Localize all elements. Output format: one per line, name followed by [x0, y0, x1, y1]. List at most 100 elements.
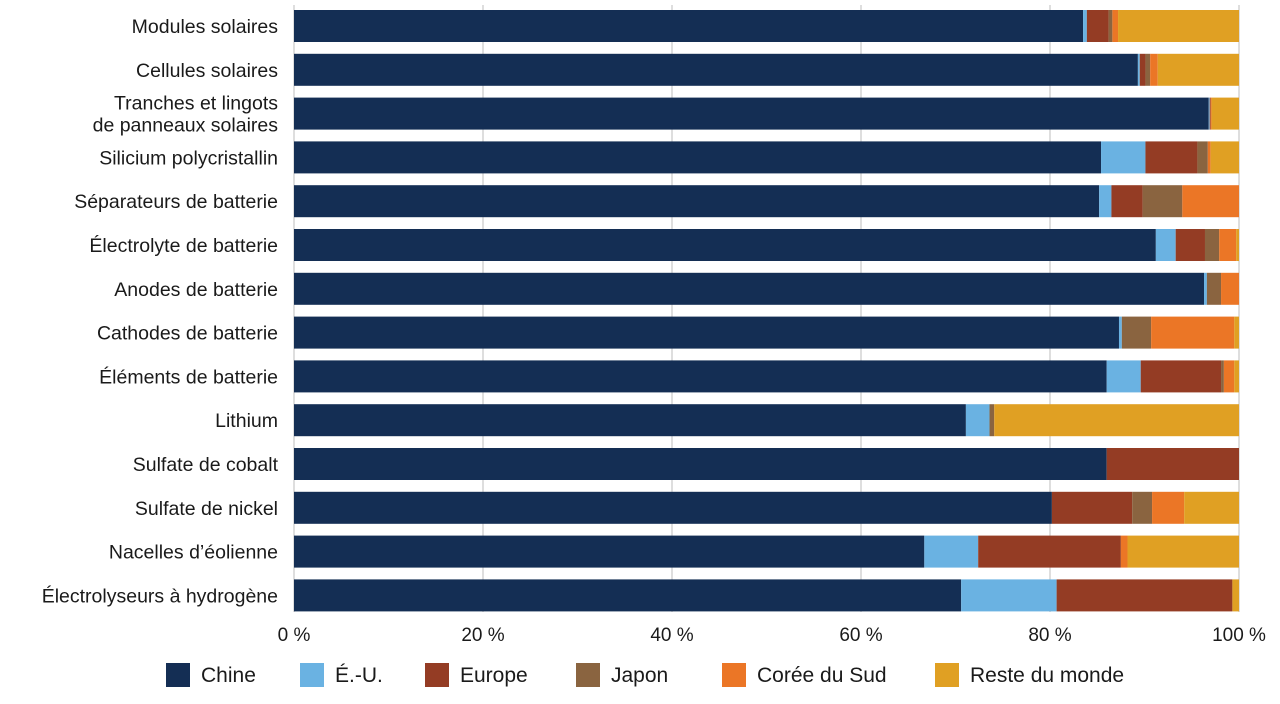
legend-swatch — [425, 663, 449, 687]
bar-segment — [1132, 491, 1153, 524]
legend: Chine É.-U. Europe Japon Corée du Sud Reste d… — [166, 663, 1124, 687]
x-tick-label: 60 % — [839, 625, 882, 646]
bar-segment — [1101, 141, 1146, 174]
category-labels: Modules solaires Cellules solaires Tranche… — [42, 16, 279, 607]
category-label: Séparateurs de batterie — [74, 191, 278, 213]
legend-swatch — [576, 663, 600, 687]
legend-swatch — [300, 663, 324, 687]
category-label: Silicium polycristallin — [99, 147, 278, 169]
legend-label: Corée du Sud — [757, 664, 887, 687]
bar-segment — [1151, 316, 1235, 349]
bar-segment — [1221, 272, 1239, 305]
bar-segment — [1234, 360, 1239, 393]
bar-segment — [1204, 272, 1207, 305]
x-tick-label: 100 % — [1212, 625, 1266, 646]
bar-segment — [1232, 579, 1239, 612]
x-tick-label: 40 % — [650, 625, 693, 646]
category-label: Lithium — [215, 410, 278, 432]
bar-segment — [1127, 535, 1239, 568]
bars — [294, 10, 1239, 612]
bar-segment — [1099, 185, 1112, 218]
legend-label: Chine — [201, 664, 256, 687]
category-label: Cathodes de batterie — [97, 323, 278, 345]
bar-segment — [1121, 316, 1152, 349]
category-label: Tranches et lingots — [114, 93, 278, 115]
bar-segment — [294, 10, 1084, 42]
bar-segment — [1108, 10, 1113, 42]
bar-segment — [1219, 229, 1237, 261]
bar-segment — [1051, 491, 1133, 524]
bar-segment — [961, 579, 1057, 612]
bar-segment — [989, 404, 995, 437]
bar-segment — [1211, 97, 1239, 130]
bar-segment — [1111, 185, 1143, 218]
bar-segment — [1207, 141, 1211, 174]
bar-segment — [1175, 229, 1205, 261]
bar-segment — [294, 360, 1107, 393]
bar-segment — [1140, 360, 1222, 393]
category-label: Électrolyte de batterie — [89, 234, 278, 257]
bar-segment — [294, 404, 966, 437]
bar-segment — [1083, 10, 1087, 42]
bar-segment — [294, 141, 1102, 174]
category-label: Éléments de batterie — [99, 365, 278, 388]
bar-segment — [294, 448, 1107, 480]
legend-swatch — [935, 663, 959, 687]
legend-swatch — [166, 663, 190, 687]
bar-segment — [1208, 97, 1210, 130]
bar-segment — [1204, 229, 1220, 261]
bar-segment — [978, 535, 1121, 568]
bar-segment — [1120, 535, 1128, 568]
legend-label: É.-U. — [335, 664, 383, 687]
bar-segment — [1112, 10, 1119, 42]
bar-segment — [294, 535, 925, 568]
bar-segment — [1234, 316, 1239, 349]
bar-segment — [1182, 185, 1239, 218]
bar-segment — [1210, 141, 1239, 174]
category-label: Électrolyseurs à hydrogène — [42, 584, 278, 607]
bar-segment — [1106, 360, 1141, 393]
bar-segment — [1056, 579, 1233, 612]
category-label: Sulfate de cobalt — [133, 454, 279, 476]
category-label: Nacelles d’éolienne — [109, 542, 278, 564]
bar-segment — [1155, 229, 1176, 261]
bar-segment — [1139, 53, 1146, 86]
x-tick-label: 0 % — [278, 625, 311, 646]
bar-segment — [1152, 491, 1185, 524]
bar-segment — [1145, 141, 1198, 174]
x-axis-tick-labels: 0 % 20 % 40 % 60 % 80 % 100 % — [278, 625, 1266, 646]
bar-segment — [294, 316, 1119, 349]
bar-segment — [294, 491, 1052, 524]
category-label: de panneaux solaires — [93, 115, 279, 137]
bar-segment — [1209, 97, 1211, 130]
bar-segment — [294, 185, 1100, 218]
bar-segment — [1206, 272, 1222, 305]
bar-segment — [1210, 97, 1212, 130]
bar-segment — [994, 404, 1239, 437]
bar-segment — [924, 535, 979, 568]
legend-label: Reste du monde — [970, 664, 1124, 687]
bar-segment — [1086, 10, 1109, 42]
category-label: Cellules solaires — [136, 60, 278, 82]
legend-label: Japon — [611, 664, 668, 687]
bar-segment — [1142, 185, 1183, 218]
bar-segment — [1118, 10, 1239, 42]
bar-segment — [1118, 316, 1122, 349]
x-tick-label: 80 % — [1028, 625, 1071, 646]
category-label: Sulfate de nickel — [135, 498, 278, 520]
x-tick-label: 20 % — [461, 625, 504, 646]
legend-label: Europe — [460, 664, 528, 687]
bar-segment — [1223, 360, 1235, 393]
bar-segment — [1184, 491, 1239, 524]
bar-segment — [294, 229, 1156, 261]
category-label: Anodes de batterie — [114, 279, 278, 301]
bar-segment — [1145, 53, 1151, 86]
bar-segment — [294, 53, 1138, 86]
bar-segment — [294, 97, 1209, 130]
bar-segment — [1137, 53, 1140, 86]
bar-segment — [1157, 53, 1239, 86]
bar-segment — [965, 404, 990, 437]
bar-segment — [294, 272, 1205, 305]
